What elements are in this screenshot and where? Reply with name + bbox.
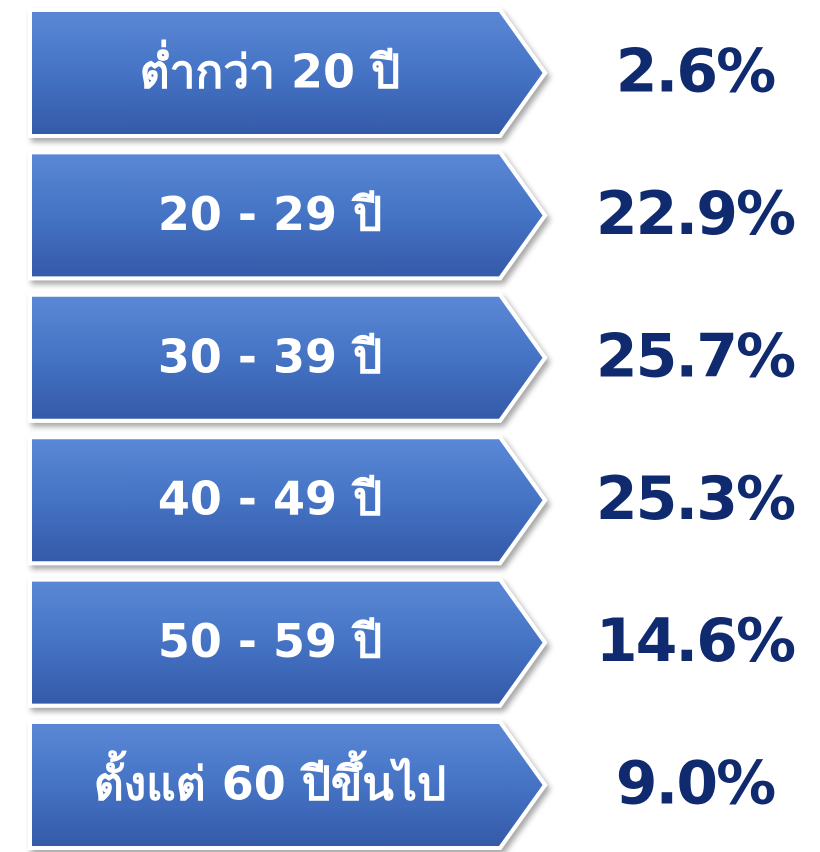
age-label: 20 - 29 ปี xyxy=(158,187,382,241)
arrow xyxy=(28,292,548,423)
age-label: 30 - 39 ปี xyxy=(158,329,382,383)
percentage: 2.6% xyxy=(616,37,775,107)
arrow xyxy=(28,577,548,708)
percentage: 25.3% xyxy=(596,464,795,534)
percentage: 22.9% xyxy=(596,179,795,249)
age-label: ตั้งแต่ 60 ปีขึ้นไป xyxy=(94,750,446,811)
arrow xyxy=(28,8,548,138)
percentage: 25.7% xyxy=(596,321,795,391)
arrow xyxy=(28,435,548,566)
arrow xyxy=(28,150,548,281)
percentage: 14.6% xyxy=(596,606,795,676)
age-label: 50 - 59 ปี xyxy=(158,614,382,668)
age-label: 40 - 49 ปี xyxy=(158,472,382,526)
age-label: ต่ำกว่า 20 ปี xyxy=(140,40,400,99)
percentage: 9.0% xyxy=(616,749,775,819)
arrow xyxy=(28,720,548,850)
